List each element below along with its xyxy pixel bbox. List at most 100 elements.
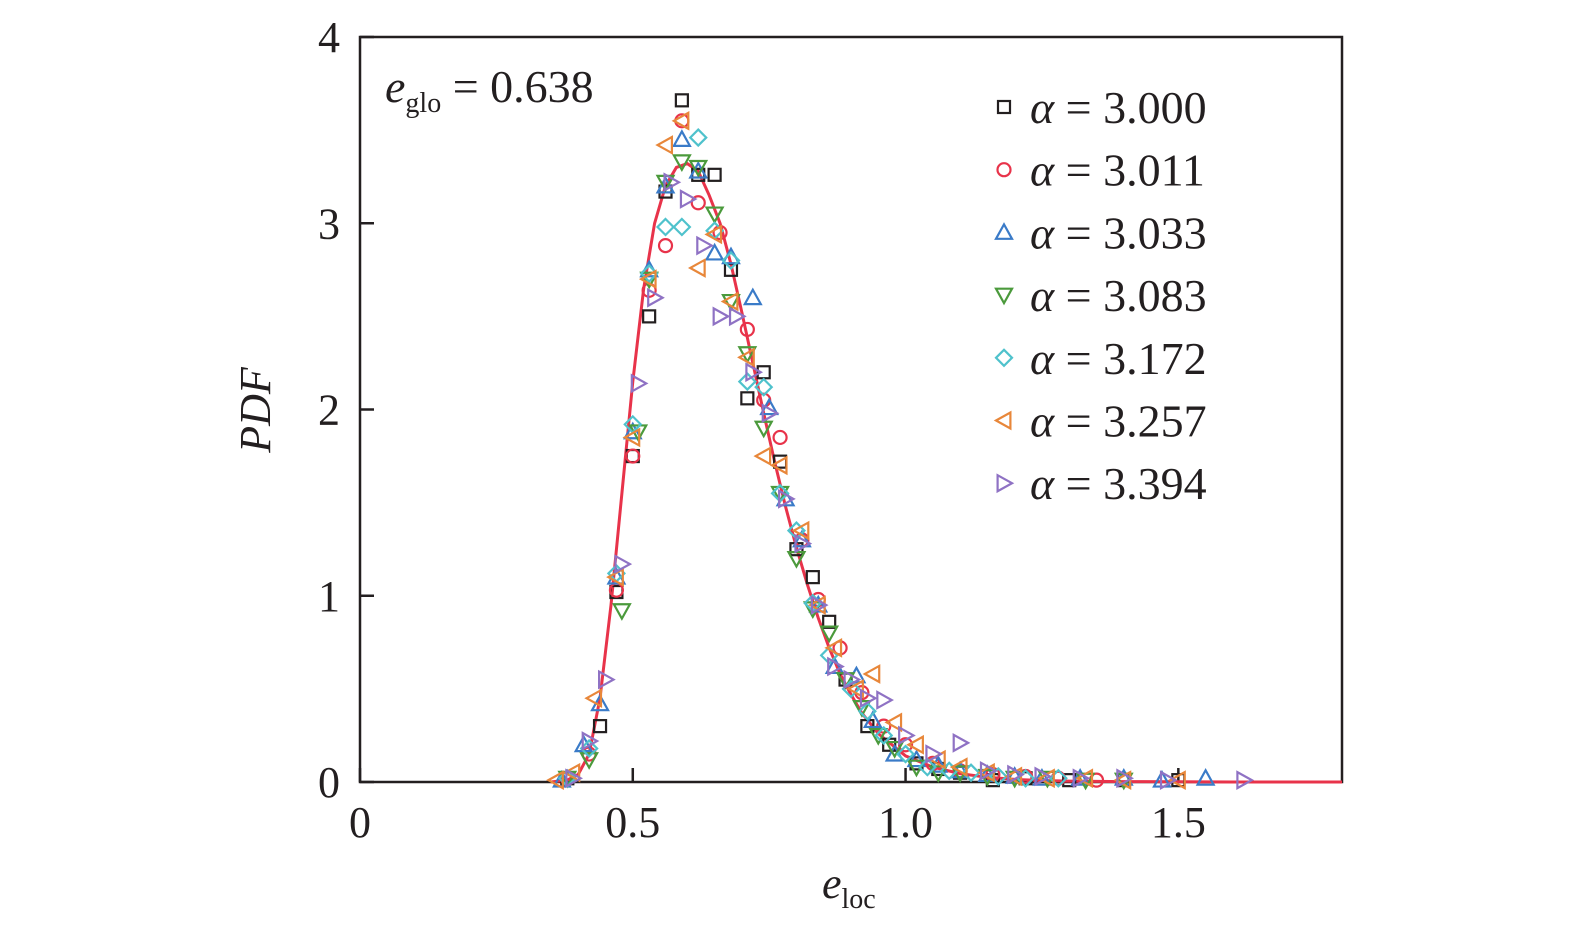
data-point bbox=[761, 403, 780, 424]
x-tick-label: 0 bbox=[349, 798, 371, 847]
x-axis-label: eloc bbox=[822, 859, 876, 915]
data-point bbox=[876, 690, 894, 710]
data-point bbox=[979, 760, 998, 781]
data-point bbox=[614, 554, 633, 574]
data-point bbox=[597, 669, 616, 690]
data-point bbox=[778, 489, 796, 509]
data-point bbox=[917, 757, 937, 777]
data-point bbox=[862, 710, 883, 729]
data-point bbox=[884, 712, 903, 733]
data-point bbox=[884, 740, 905, 759]
data-point bbox=[672, 217, 692, 237]
data-point bbox=[728, 306, 747, 327]
data-point bbox=[712, 306, 731, 327]
legend-label: α = 3.083 bbox=[1030, 270, 1207, 321]
data-point bbox=[824, 638, 843, 658]
data-point bbox=[562, 762, 581, 783]
data-point bbox=[906, 749, 927, 768]
data-point bbox=[740, 391, 755, 406]
data-point bbox=[622, 427, 641, 448]
data-point bbox=[663, 172, 682, 193]
data-point bbox=[1195, 768, 1216, 786]
data-point bbox=[565, 768, 584, 789]
data-point bbox=[810, 595, 829, 615]
data-point bbox=[862, 664, 881, 684]
data-point bbox=[1007, 764, 1025, 785]
data-point bbox=[1159, 770, 1178, 791]
data-point bbox=[657, 238, 674, 254]
annotation-text: eglo = 0.638 bbox=[385, 61, 594, 119]
data-point bbox=[655, 135, 674, 155]
data-point bbox=[687, 258, 706, 278]
legend-label: α = 3.172 bbox=[1030, 333, 1207, 384]
data-point bbox=[868, 727, 889, 746]
data-point bbox=[655, 217, 676, 237]
legend-marker bbox=[996, 162, 1012, 178]
data-point bbox=[704, 242, 725, 261]
data-point bbox=[792, 529, 812, 548]
legend-label: α = 3.033 bbox=[1030, 207, 1207, 258]
data-point bbox=[721, 250, 741, 271]
legend-marker bbox=[994, 222, 1014, 240]
data-point bbox=[672, 154, 692, 173]
data-point bbox=[895, 744, 916, 764]
data-point bbox=[642, 309, 657, 324]
data-point bbox=[794, 533, 813, 554]
legend-marker bbox=[994, 348, 1014, 368]
y-tick-label: 3 bbox=[318, 199, 340, 248]
data-point bbox=[707, 167, 722, 182]
data-point bbox=[696, 235, 714, 256]
data-point bbox=[704, 206, 725, 225]
data-point bbox=[579, 752, 600, 770]
data-point bbox=[672, 129, 692, 147]
data-point bbox=[625, 448, 641, 464]
data-point bbox=[1070, 768, 1091, 786]
data-point bbox=[1236, 770, 1255, 791]
data-point bbox=[772, 429, 788, 446]
data-point bbox=[753, 446, 772, 466]
x-tick-label: 0.5 bbox=[605, 798, 660, 847]
legend-marker bbox=[993, 410, 1012, 431]
y-tick-label: 4 bbox=[318, 13, 340, 62]
legend: α = 3.000 α = 3.011 α = 3.033 α = 3.083 α = … bbox=[993, 82, 1207, 509]
series-diamond bbox=[557, 128, 1068, 788]
data-point bbox=[805, 570, 820, 585]
data-point bbox=[906, 734, 924, 755]
data-point bbox=[739, 321, 755, 338]
data-point bbox=[846, 679, 864, 699]
data-point bbox=[791, 520, 810, 541]
data-point bbox=[688, 128, 708, 148]
data-point bbox=[581, 731, 600, 751]
series-triangle-right bbox=[565, 172, 1255, 791]
data-point bbox=[822, 614, 837, 629]
data-point bbox=[638, 269, 657, 289]
legend-label: α = 3.257 bbox=[1030, 396, 1207, 447]
data-point bbox=[679, 189, 698, 209]
data-point bbox=[827, 656, 845, 677]
x-tick-label: 1.5 bbox=[1151, 798, 1206, 847]
data-point bbox=[721, 293, 741, 312]
data-point bbox=[546, 770, 564, 791]
data-point bbox=[647, 287, 665, 308]
data-point bbox=[745, 362, 764, 383]
fit-line bbox=[550, 161, 1342, 784]
data-point bbox=[754, 377, 774, 397]
legend-marker bbox=[996, 473, 1015, 494]
data-point bbox=[1034, 766, 1053, 787]
data-point bbox=[857, 701, 877, 721]
data-point bbox=[874, 725, 894, 745]
data-point bbox=[928, 765, 949, 783]
data-point bbox=[824, 656, 845, 675]
data-point bbox=[639, 271, 660, 290]
data-point bbox=[819, 625, 840, 644]
data-point bbox=[769, 455, 788, 476]
data-point bbox=[690, 195, 706, 211]
data-point bbox=[737, 347, 755, 368]
data-point bbox=[949, 757, 968, 777]
legend-label: α = 3.011 bbox=[1030, 145, 1205, 196]
data-point bbox=[843, 669, 862, 690]
data-point bbox=[859, 688, 878, 709]
data-point bbox=[592, 719, 608, 734]
y-axis-label: PDF bbox=[231, 366, 280, 454]
